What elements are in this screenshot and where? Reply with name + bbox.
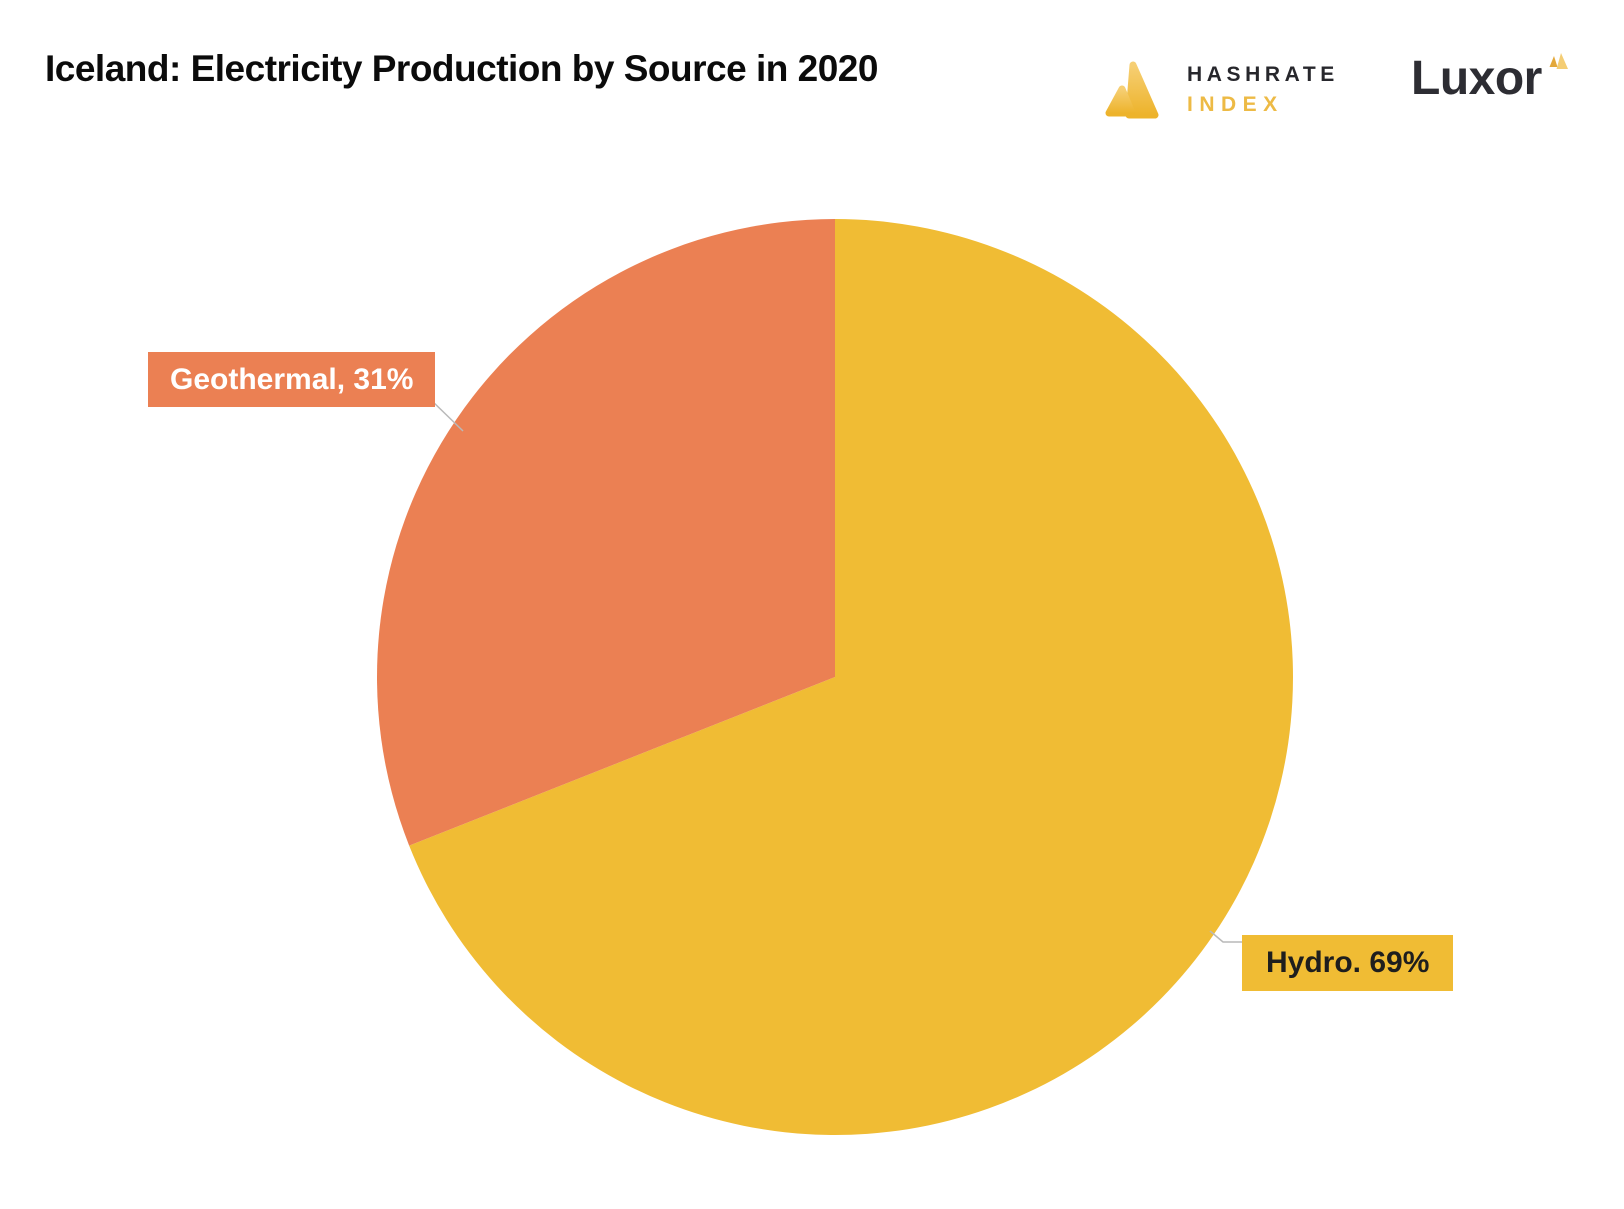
- hashrate-index-logo[interactable]: HASHRATE INDEX: [1101, 58, 1339, 120]
- pie-slice-geothermal[interactable]: [376, 219, 835, 846]
- luxor-triangle-icon: [1549, 53, 1568, 69]
- leader-line-hydro: [1209, 930, 1242, 943]
- pie-label-geothermal: Geothermal, 31%: [148, 352, 436, 407]
- pie-label-hydro: Hydro. 69%: [1242, 935, 1454, 991]
- pie-slice-hydro[interactable]: [409, 219, 1294, 1135]
- hashrate-logo-text: HASHRATE: [1187, 63, 1339, 86]
- hashrate-index-icon: [1105, 61, 1159, 119]
- luxor-logo[interactable]: Luxor: [1411, 52, 1570, 105]
- luxor-logo-text: Luxor: [1411, 52, 1542, 105]
- index-logo-text: INDEX: [1187, 93, 1284, 116]
- page-title: Iceland: Electricity Production by Sourc…: [45, 48, 878, 89]
